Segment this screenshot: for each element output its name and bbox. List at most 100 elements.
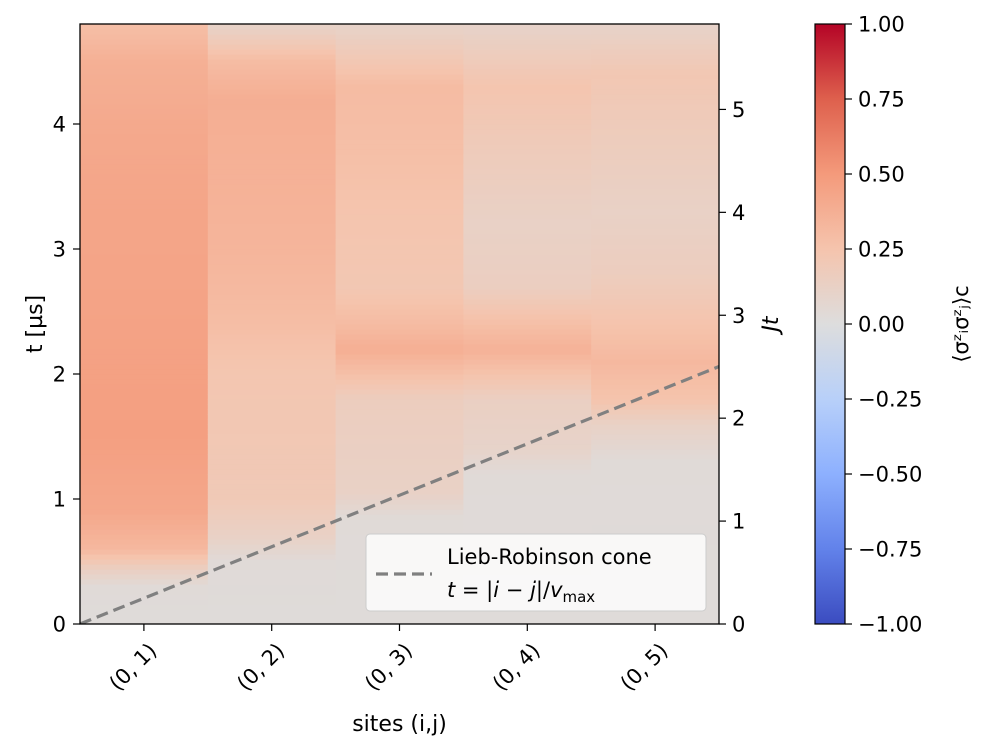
heatmap-cell — [591, 394, 719, 400]
heatmap-cell — [463, 404, 592, 410]
right-y-axis-label: Jt — [759, 315, 784, 335]
heatmap-cell — [207, 594, 337, 600]
heatmap-cell — [335, 44, 464, 50]
heatmap-cell — [80, 339, 209, 345]
heatmap-cell — [591, 529, 719, 535]
heatmap-cell — [335, 139, 464, 145]
heatmap-cell — [80, 204, 209, 210]
heatmap-cell — [80, 94, 209, 100]
heatmap-cell — [80, 29, 209, 35]
heatmap-cell — [591, 114, 719, 120]
heatmap-cell — [335, 249, 464, 255]
heatmap-cell — [207, 369, 337, 375]
heatmap-cell — [80, 149, 209, 155]
heatmap-cell — [80, 469, 209, 475]
heatmap-cell — [591, 464, 719, 470]
colorbar-tick-label: −0.50 — [858, 463, 922, 487]
heatmap-cell — [80, 574, 209, 580]
heatmap-cell — [80, 384, 209, 390]
heatmap-cell — [591, 89, 719, 95]
heatmap-cell — [591, 514, 719, 520]
heatmap-cell — [335, 69, 464, 75]
heatmap-cell — [207, 104, 337, 110]
heatmap-cell — [463, 144, 592, 150]
heatmap-cell — [207, 339, 337, 345]
heatmap-cell — [80, 189, 209, 195]
heatmap-cell — [335, 149, 464, 155]
heatmap-cell — [207, 559, 337, 565]
heatmap-cell — [591, 99, 719, 105]
heatmap-cell — [463, 359, 592, 365]
heatmap-cell — [80, 454, 209, 460]
heatmap-cell — [335, 354, 464, 360]
heatmap-cell — [207, 64, 337, 70]
formula-eq: = | — [455, 578, 493, 603]
heatmap-cell — [207, 54, 337, 60]
heatmap-cell — [335, 334, 464, 340]
heatmap-cell — [80, 119, 209, 125]
heatmap-cell — [80, 449, 209, 455]
heatmap-cell — [80, 39, 209, 45]
heatmap-cell — [463, 329, 592, 335]
heatmap-cell — [207, 404, 337, 410]
y-tick-label: 4 — [53, 113, 66, 137]
heatmap-cell — [591, 279, 719, 285]
right-y-tick-label: 3 — [732, 304, 745, 328]
heatmap-cell — [591, 354, 719, 360]
heatmap-cell — [591, 264, 719, 270]
heatmap-cell — [463, 374, 592, 380]
legend-box — [365, 533, 707, 612]
heatmap-cell — [207, 424, 337, 430]
heatmap-cell — [207, 284, 337, 290]
heatmap-cell — [207, 524, 337, 530]
heatmap-cell — [591, 479, 719, 485]
heatmap-cell — [591, 109, 719, 115]
heatmap-cell — [80, 224, 209, 230]
heatmap-cell — [80, 214, 209, 220]
heatmap-cell — [463, 179, 592, 185]
heatmap-cell — [80, 494, 209, 500]
heatmap-cell — [335, 154, 464, 160]
heatmap-cell — [591, 79, 719, 85]
heatmap-cell — [463, 479, 592, 485]
heatmap-cell — [335, 289, 464, 295]
heatmap-cell — [80, 379, 209, 385]
colorbar-tick-label: −0.75 — [858, 538, 922, 562]
heatmap-cell — [463, 339, 592, 345]
heatmap-cell — [591, 34, 719, 40]
heatmap-cell — [207, 109, 337, 115]
heatmap-cell — [591, 104, 719, 110]
heatmap-cell — [591, 204, 719, 210]
heatmap-cell — [591, 49, 719, 55]
heatmap-cell — [335, 619, 464, 624]
heatmap-cell — [80, 134, 209, 140]
heatmap-cell — [591, 229, 719, 235]
formula-j: j — [527, 578, 536, 602]
heatmap-cell — [80, 349, 209, 355]
heatmap-cell — [207, 34, 337, 40]
heatmap-cell — [207, 584, 337, 590]
legend: Lieb-Robinson cone t = |i − j|/vmax — [365, 533, 707, 612]
heatmap-cell — [335, 459, 464, 465]
heatmap-cell — [207, 44, 337, 50]
heatmap-cell — [591, 434, 719, 440]
heatmap-cell — [463, 119, 592, 125]
heatmap-cell — [335, 439, 464, 445]
heatmap-cell — [207, 569, 337, 575]
heatmap-cell — [80, 319, 209, 325]
heatmap-cell — [591, 619, 719, 624]
heatmap-cell — [80, 419, 209, 425]
heatmap-cell — [207, 459, 337, 465]
heatmap-cell — [463, 44, 592, 50]
heatmap-cell — [207, 289, 337, 295]
heatmap-cell — [463, 484, 592, 490]
heatmap-cell — [463, 294, 592, 300]
heatmap-cell — [591, 164, 719, 170]
heatmap-cell — [335, 609, 464, 615]
heatmap-cell — [463, 394, 592, 400]
heatmap-cell — [463, 529, 592, 535]
heatmap-cell — [463, 319, 592, 325]
heatmap-cell — [463, 269, 592, 275]
colorbar-tick-label: 0.75 — [858, 88, 905, 112]
